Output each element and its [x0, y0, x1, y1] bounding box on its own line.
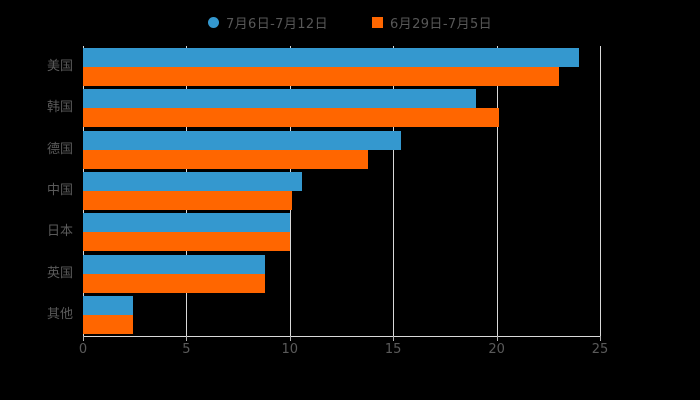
bar-0[interactable] [83, 254, 265, 274]
bar-0[interactable] [83, 130, 402, 150]
bar-group [83, 172, 600, 210]
x-axis-tick-mark [289, 336, 291, 341]
bar-0[interactable] [83, 172, 303, 191]
chart-legend: 7月6日-7月12日 6月29日-7月5日 [0, 10, 700, 34]
x-axis-tick-label: 25 [591, 342, 609, 357]
y-axis-category-labels: 美国韩国德国中国日本英国其他 [0, 46, 73, 336]
bar-0[interactable] [83, 89, 476, 109]
x-axis-tick-mark [496, 336, 498, 341]
legend-label-series-0: 7月6日-7月12日 [225, 16, 328, 32]
x-axis-tick-mark [186, 336, 188, 341]
x-axis-tick-label: 15 [384, 342, 402, 357]
gridline-x [393, 46, 395, 336]
y-axis-category-label: 其他 [46, 307, 73, 323]
y-axis-category-label: 德国 [46, 141, 73, 157]
gridline-x [496, 46, 498, 336]
bar-0[interactable] [83, 213, 290, 233]
x-axis-tick-label: 20 [488, 342, 505, 357]
bar-group [83, 47, 600, 86]
y-axis-category-label: 英国 [46, 265, 73, 281]
bar-0[interactable] [83, 47, 580, 67]
y-axis-category-label: 日本 [46, 224, 73, 240]
y-axis-category-label: 韩国 [46, 100, 73, 116]
bar-1[interactable] [83, 191, 292, 210]
x-axis-tick-mark [393, 336, 395, 341]
x-axis-tick-label: 5 [182, 342, 191, 357]
legend-circle-marker-icon [207, 16, 219, 28]
bar-1[interactable] [83, 273, 265, 293]
bar-0[interactable] [83, 296, 133, 316]
legend-item-series-0[interactable]: 7月6日-7月12日 [207, 13, 328, 32]
y-axis-category-label: 中国 [46, 183, 73, 198]
bar-group [83, 130, 600, 169]
bar-group [83, 213, 600, 252]
legend-item-series-1[interactable]: 6月29日-7月5日 [372, 13, 492, 32]
bar-1[interactable] [83, 149, 369, 169]
plot-area [83, 46, 601, 336]
gridline-x [600, 46, 601, 336]
bar-1[interactable] [83, 315, 133, 335]
bar-1[interactable] [83, 232, 290, 252]
x-axis-tick-label: 10 [281, 342, 299, 357]
y-axis-category-label: 美国 [46, 58, 73, 74]
bar-group [83, 296, 600, 335]
x-axis-tick-mark [83, 336, 84, 341]
bar-1[interactable] [83, 66, 559, 86]
bar-group [83, 254, 600, 293]
x-axis-tick-mark [600, 336, 601, 341]
legend-square-marker-icon [372, 16, 383, 28]
x-axis-line [83, 336, 601, 337]
bar-1[interactable] [83, 108, 499, 128]
legend-label-series-1: 6月29日-7月5日 [390, 16, 493, 32]
bar-group [83, 89, 600, 128]
x-axis-tick-label: 0 [78, 342, 88, 357]
